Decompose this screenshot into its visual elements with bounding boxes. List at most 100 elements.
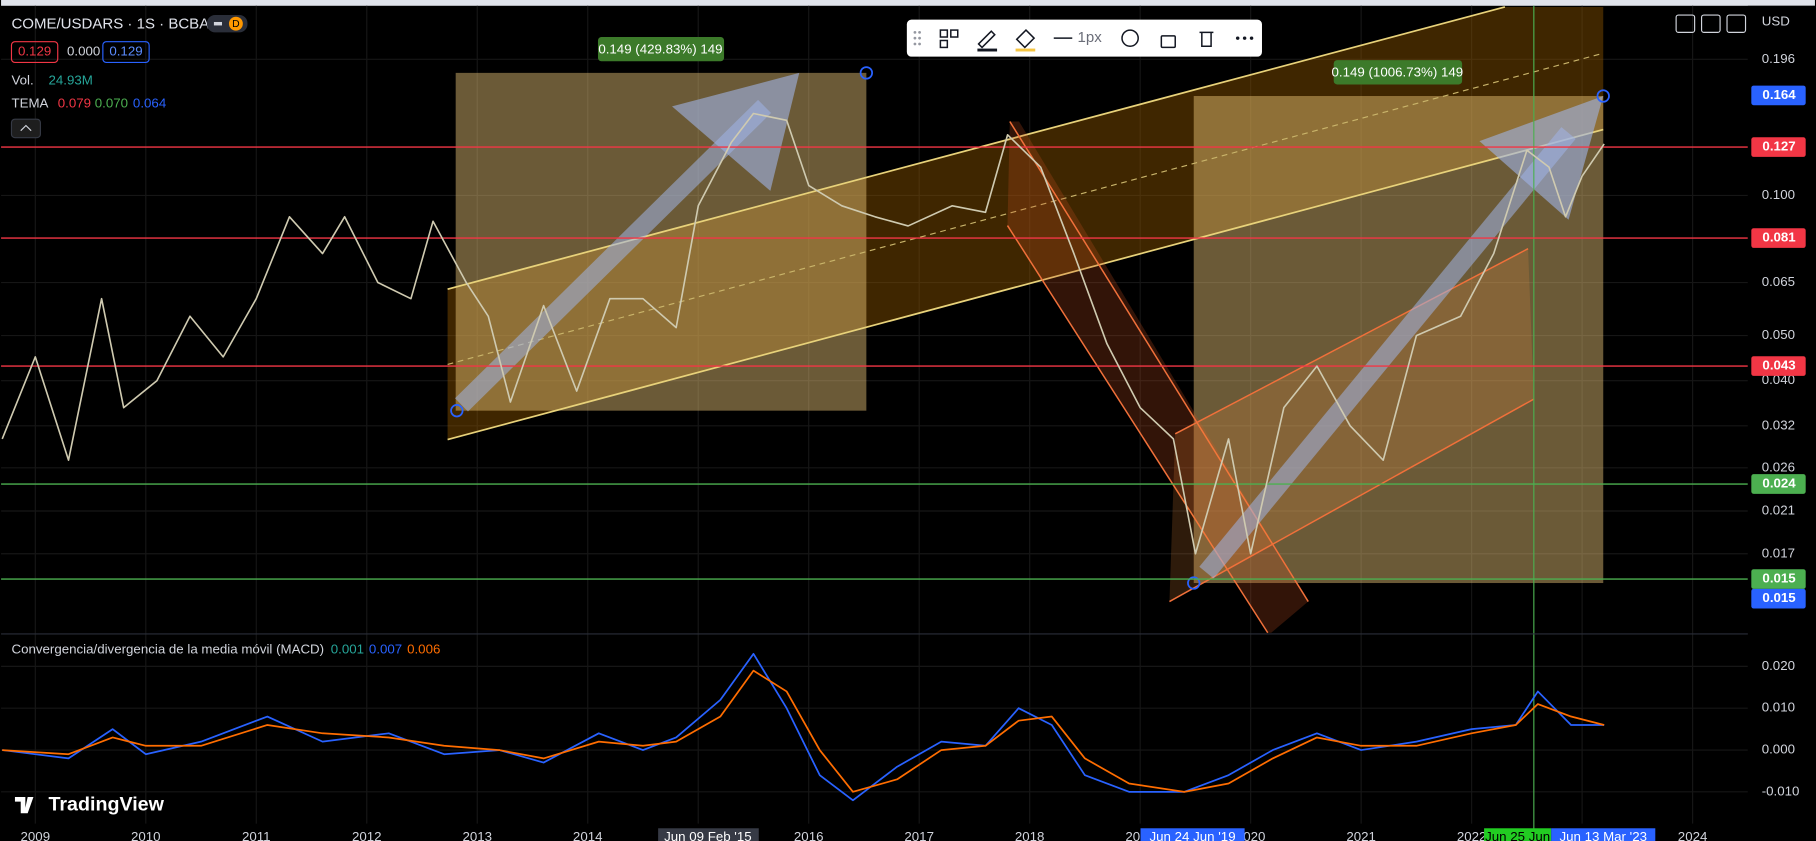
up-channel-line bbox=[1174, 248, 1529, 435]
macd-value: 0.007 bbox=[369, 642, 402, 657]
interval-badge: D bbox=[232, 19, 240, 30]
more-icon[interactable] bbox=[1235, 36, 1254, 40]
control[interactable] bbox=[1726, 14, 1747, 33]
measure-label: 0.149 (1006.73%) 149 bbox=[1332, 64, 1464, 79]
channel-median bbox=[447, 52, 1604, 365]
x-tick-label: 2024 bbox=[1678, 829, 1708, 841]
toolbar: 1px bbox=[906, 19, 1262, 57]
window-controls bbox=[1675, 14, 1747, 33]
y-tick-label: -0.010 bbox=[1762, 783, 1800, 798]
control[interactable] bbox=[1675, 14, 1696, 33]
collapse-button[interactable] bbox=[10, 118, 41, 139]
y-tick-label: 0.100 bbox=[1762, 187, 1795, 202]
y-tick-label: 0.021 bbox=[1762, 503, 1795, 518]
settings-icon[interactable] bbox=[1121, 29, 1139, 48]
x-tick-label: 2014 bbox=[573, 829, 603, 841]
indicator-value: 0.070 bbox=[95, 96, 128, 111]
x-tick-label: 2009 bbox=[21, 829, 51, 841]
top-border bbox=[1, 0, 1815, 6]
collapse-icon bbox=[20, 124, 32, 132]
grid-layer bbox=[1, 5, 1748, 824]
x-tick-label: 2021 bbox=[1346, 829, 1376, 841]
color-swatch bbox=[1015, 48, 1036, 52]
volume-value: 24.93M bbox=[48, 72, 92, 87]
series-line bbox=[2, 669, 1605, 793]
anchor[interactable] bbox=[859, 66, 874, 80]
price-tag-label: 0.015 bbox=[1762, 571, 1796, 586]
price-tag-label: 0.043 bbox=[1762, 358, 1795, 373]
line-color-icon[interactable] bbox=[977, 30, 996, 49]
currency: USD bbox=[1762, 13, 1790, 28]
x-tick-label: 2022 bbox=[1457, 829, 1487, 841]
time-badges: Jun 09 Feb '15 Jun 24 Jun '19 Jun 25 Jun… bbox=[658, 828, 1656, 841]
price-tag-label: 0.024 bbox=[1762, 476, 1796, 491]
y-tick-label: 0.032 bbox=[1762, 417, 1795, 432]
price-tag bbox=[1751, 474, 1806, 494]
time-badge-text: Jun 13 Mar '23 bbox=[1559, 829, 1647, 841]
indicator-value: 0.064 bbox=[133, 96, 166, 111]
logo-mark bbox=[14, 797, 34, 814]
arrow-shaft bbox=[454, 99, 772, 412]
quote-box bbox=[102, 41, 150, 64]
templates-icon[interactable] bbox=[939, 29, 949, 38]
line-width[interactable]: 1px bbox=[1078, 29, 1103, 46]
indicator-value: 0.079 bbox=[58, 96, 91, 111]
down-channel bbox=[1007, 121, 1309, 633]
price-tag bbox=[1751, 85, 1806, 106]
fill-color-icon[interactable] bbox=[1015, 29, 1036, 49]
series-line bbox=[2, 652, 1605, 802]
icon-part bbox=[950, 29, 959, 38]
quote: 0.129 bbox=[109, 44, 142, 59]
y-tick-label: 0.040 bbox=[1762, 372, 1795, 387]
volume-label: Vol. bbox=[11, 72, 33, 87]
anchor[interactable] bbox=[450, 404, 464, 418]
x-tick-label: 2020 bbox=[1236, 829, 1266, 841]
arrow-head bbox=[672, 72, 800, 191]
measure-label-bg bbox=[597, 37, 725, 62]
x-tick-label: 2011 bbox=[242, 829, 271, 841]
macd-value: 0.001 bbox=[331, 642, 364, 657]
time-badge-text: Jun 09 Feb '15 bbox=[664, 829, 752, 841]
macd-value: 0.006 bbox=[407, 642, 440, 657]
axis-layer: 0.196 0.100 0.065 0.050 0.040 0.032 0.026 0.021… bbox=[21, 51, 1806, 841]
x-tick-label: 2019 bbox=[1125, 829, 1155, 841]
drag-handle[interactable] bbox=[913, 31, 921, 46]
measure-label: 0.149 (429.83%) 149 bbox=[598, 41, 722, 56]
arrow-head bbox=[1479, 96, 1604, 220]
y-tick-label: 0.026 bbox=[1762, 459, 1795, 474]
macd-title: Convergencia/divergencia de la media móv… bbox=[11, 642, 324, 657]
channel-line bbox=[447, 128, 1604, 441]
price-tag bbox=[1751, 356, 1806, 376]
delete-icon[interactable] bbox=[1199, 31, 1214, 48]
price-tag-label: 0.127 bbox=[1762, 139, 1795, 154]
y-tick-label: 0.010 bbox=[1762, 700, 1795, 715]
price-tag-label: 0.081 bbox=[1762, 230, 1796, 245]
color-swatch bbox=[977, 48, 998, 52]
lock-icon[interactable] bbox=[1160, 35, 1176, 49]
series-line bbox=[1, 112, 1605, 555]
time-badge-text: Jun 24 Jun '19 bbox=[1150, 829, 1236, 841]
anchor[interactable] bbox=[1187, 576, 1201, 590]
anchor[interactable] bbox=[1596, 89, 1610, 103]
indicator-label: TEMA bbox=[11, 96, 48, 111]
up-channel-line bbox=[1169, 398, 1535, 603]
quote: 0.129 bbox=[18, 44, 51, 59]
y-tick-label: 0.050 bbox=[1762, 327, 1795, 342]
quote-box bbox=[10, 41, 59, 64]
branding: TradingView bbox=[14, 793, 165, 815]
control[interactable] bbox=[1700, 14, 1721, 33]
icon-part bbox=[939, 39, 949, 49]
symbol-title: COME/USDARS · 1S · BCBA bbox=[11, 15, 209, 32]
y-tick-label: 0.020 bbox=[1762, 658, 1795, 673]
badge-dot bbox=[228, 16, 243, 31]
price-tag-label: 0.015 bbox=[1762, 590, 1796, 605]
y-tick-label: 0.196 bbox=[1762, 51, 1795, 66]
legend: COME/USDARS · 1S · BCBA D 0.129 0.000 0.… bbox=[10, 13, 1790, 657]
price-tag bbox=[1751, 569, 1806, 589]
quote: 0.000 bbox=[67, 44, 100, 59]
time-badge bbox=[1140, 828, 1245, 841]
x-tick-label: 2013 bbox=[462, 829, 492, 841]
x-tick-label: 2010 bbox=[131, 829, 161, 841]
y-tick-label: 0.065 bbox=[1762, 274, 1795, 289]
